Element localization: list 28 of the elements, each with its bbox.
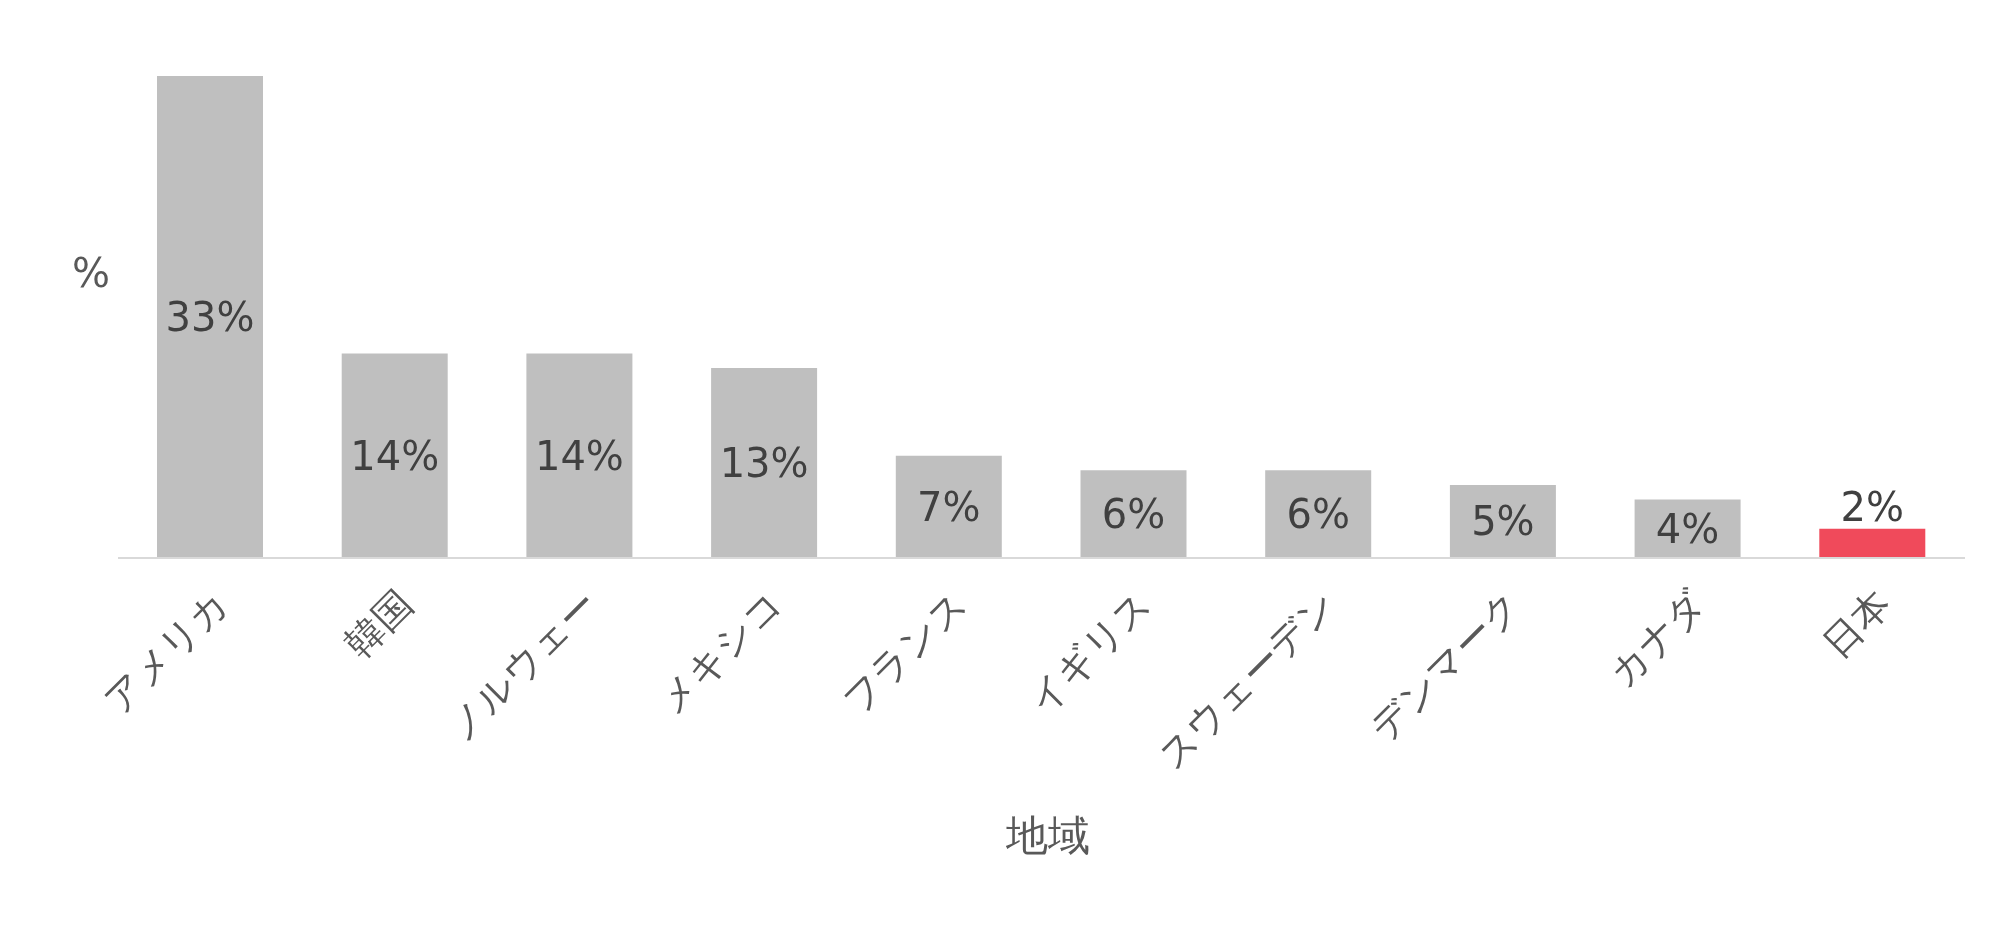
x-tick-label: 日本 (1814, 581, 1900, 667)
x-axis-title: 地域 (1005, 810, 1091, 862)
y-axis-title: % (72, 250, 111, 296)
bar (157, 76, 263, 558)
x-tick-label: デンマーク (1361, 581, 1530, 750)
data-label: 14% (350, 432, 440, 479)
data-label: 4% (1655, 505, 1720, 552)
bar (341, 353, 448, 558)
x-tick-label: アメリカ (95, 581, 237, 723)
data-label: 6% (1101, 491, 1166, 538)
bar (1265, 470, 1372, 558)
data-label: 13% (719, 440, 809, 487)
x-tick-label: ノルウェー (437, 581, 607, 750)
data-label: 2% (1840, 483, 1905, 530)
bar (711, 368, 818, 558)
x-tick-label: メキシコ (649, 581, 791, 723)
bar (1080, 470, 1187, 558)
bar (1819, 528, 1926, 558)
data-label: 6% (1286, 491, 1350, 538)
x-tick-label: カナダ (1600, 581, 1715, 696)
bar (895, 455, 1002, 558)
bar (526, 353, 633, 558)
x-tick-label: フランス (834, 581, 976, 723)
x-tick-label: 韓国 (336, 581, 422, 667)
data-label: 33% (165, 294, 255, 340)
data-label: 14% (534, 432, 624, 479)
data-label: 7% (917, 483, 981, 530)
data-label: 5% (1471, 498, 1535, 545)
